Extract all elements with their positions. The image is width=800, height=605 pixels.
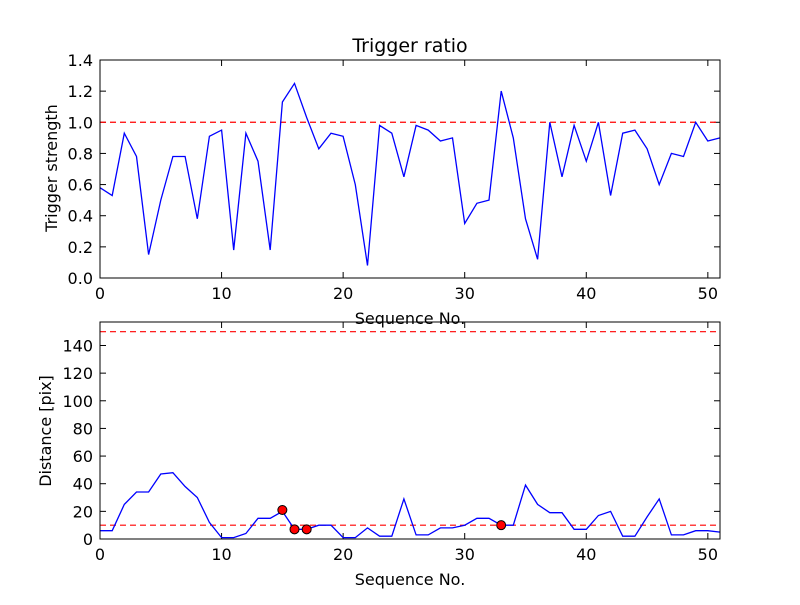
x-tick-label: 40 xyxy=(576,284,596,303)
x-tick-label: 10 xyxy=(211,545,231,564)
y-tick-label: 0.2 xyxy=(68,238,93,257)
x-axis-label: Sequence No. xyxy=(355,570,466,589)
y-tick-label: 1.2 xyxy=(68,82,93,101)
y-tick-label: 140 xyxy=(62,336,93,355)
data-series xyxy=(99,81,721,266)
y-tick-label: 120 xyxy=(62,364,93,383)
y-tick-label: 60 xyxy=(73,447,93,466)
y-tick-label: 1.0 xyxy=(68,113,93,132)
x-tick-label: 30 xyxy=(455,284,475,303)
plot-frame xyxy=(99,321,721,540)
plot-frame xyxy=(99,59,721,279)
x-tick-label: 50 xyxy=(698,284,718,303)
tick-marks: 0 10 20 30 40 50 0.0 0.2 0.4 0.6 0.8 1.0 1.2 1.4 xyxy=(68,51,720,303)
y-axis-label: Distance [pix] xyxy=(36,375,55,487)
highlight-point xyxy=(301,524,312,535)
y-tick-label: 1.4 xyxy=(68,51,93,70)
x-tick-label: 40 xyxy=(576,545,596,564)
x-tick-label: 30 xyxy=(455,545,475,564)
highlight-markers xyxy=(277,504,507,535)
highlight-point xyxy=(277,504,288,515)
y-tick-label: 0.6 xyxy=(68,176,93,195)
x-tick-label: 20 xyxy=(333,284,353,303)
trigger-ratio-chart: Trigger ratio Sequence No. Trigger stren… xyxy=(42,35,721,328)
distance-chart: Sequence No. Distance [pix] 0 10 20 30 40 500… xyxy=(36,321,721,589)
highlight-point xyxy=(289,524,300,535)
x-tick-label: 20 xyxy=(333,545,353,564)
series-line xyxy=(100,472,721,539)
data-series xyxy=(100,472,721,539)
x-tick-label: 10 xyxy=(211,284,231,303)
y-tick-label: 0.8 xyxy=(68,144,93,163)
threshold-lines xyxy=(100,331,720,526)
y-tick-label: 80 xyxy=(73,419,93,438)
highlight-point xyxy=(496,520,507,531)
x-tick-label: 0 xyxy=(95,545,105,564)
y-tick-label: 40 xyxy=(73,475,93,494)
y-tick-label: 0.0 xyxy=(68,269,93,288)
x-tick-label: 50 xyxy=(698,545,718,564)
y-tick-label: 0 xyxy=(83,530,93,549)
series-line xyxy=(99,81,721,266)
y-tick-label: 20 xyxy=(73,502,93,521)
y-tick-label: 0.4 xyxy=(68,207,93,226)
tick-marks: 0 10 20 30 40 50 0 20 40 60 80 100 120 140 xyxy=(62,322,720,564)
x-axis-label: Sequence No. xyxy=(355,309,466,328)
y-axis-label: Trigger strength xyxy=(42,104,61,233)
y-tick-label: 100 xyxy=(62,392,93,411)
x-tick-label: 0 xyxy=(95,284,105,303)
chart-title: Trigger ratio xyxy=(351,35,467,57)
